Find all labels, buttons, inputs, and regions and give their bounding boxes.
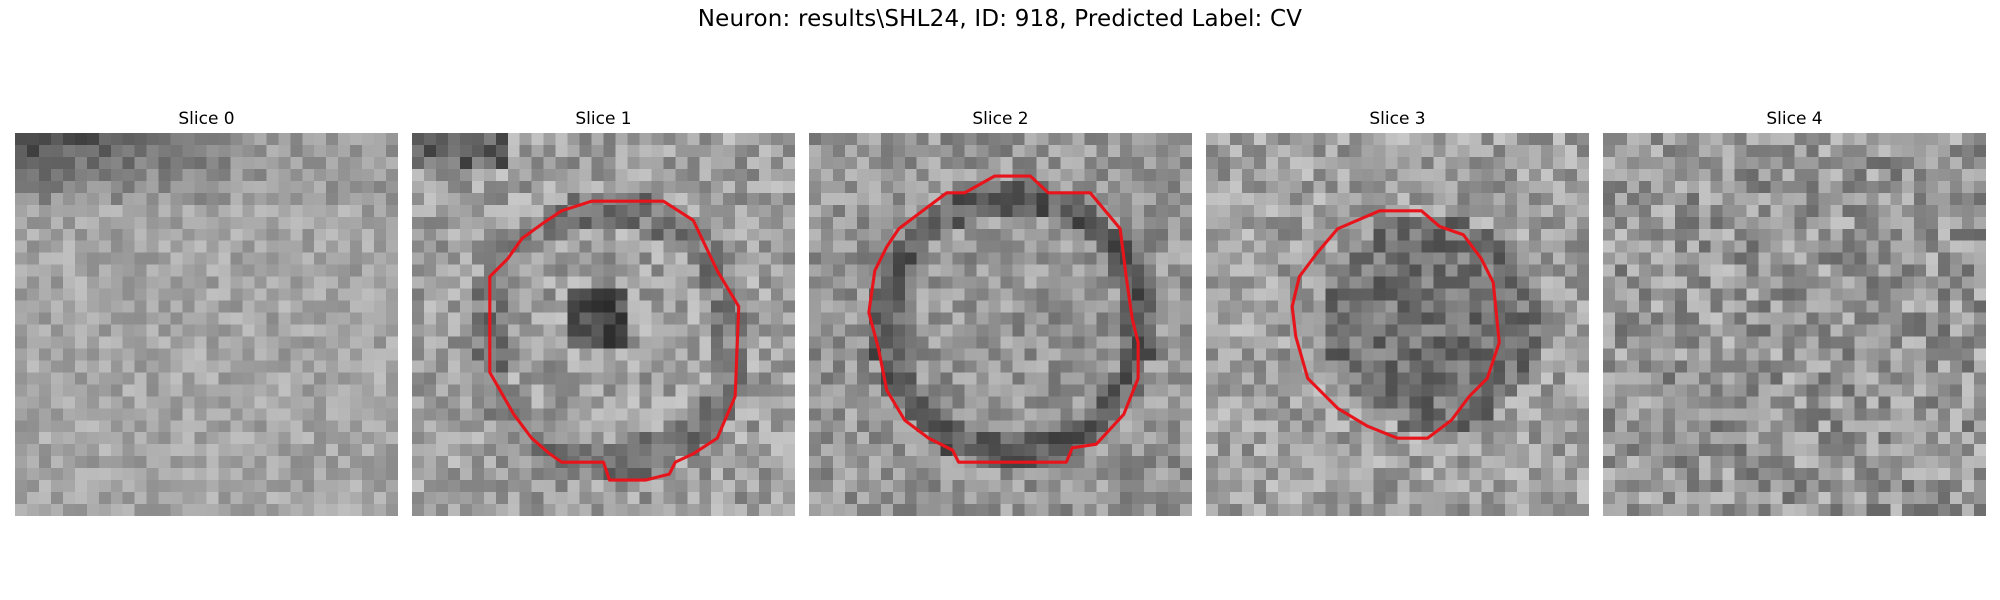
slice-title: Slice 4	[1766, 109, 1823, 129]
slice-panel-4: Slice 4	[1603, 108, 1986, 516]
slice-title: Slice 0	[178, 109, 235, 129]
slice-image	[412, 133, 795, 516]
slice-panel-2: Slice 2	[809, 108, 1192, 516]
slice-image	[809, 133, 1192, 516]
slice-image	[15, 133, 398, 516]
roi-contour	[1290, 209, 1501, 440]
slice-title: Slice 1	[575, 109, 632, 129]
slice-image	[1206, 133, 1589, 516]
roi-contour	[488, 199, 741, 482]
figure-title: Neuron: results\SHL24, ID: 918, Predicte…	[697, 6, 1303, 32]
slice-panel-0: Slice 0	[15, 108, 398, 516]
slice-image	[1603, 133, 1986, 516]
slice-panel-1: Slice 1	[412, 108, 795, 516]
slice-title: Slice 2	[972, 109, 1029, 129]
slice-panel-3: Slice 3	[1206, 108, 1589, 516]
slice-title: Slice 3	[1369, 109, 1426, 129]
roi-contour	[867, 174, 1140, 464]
